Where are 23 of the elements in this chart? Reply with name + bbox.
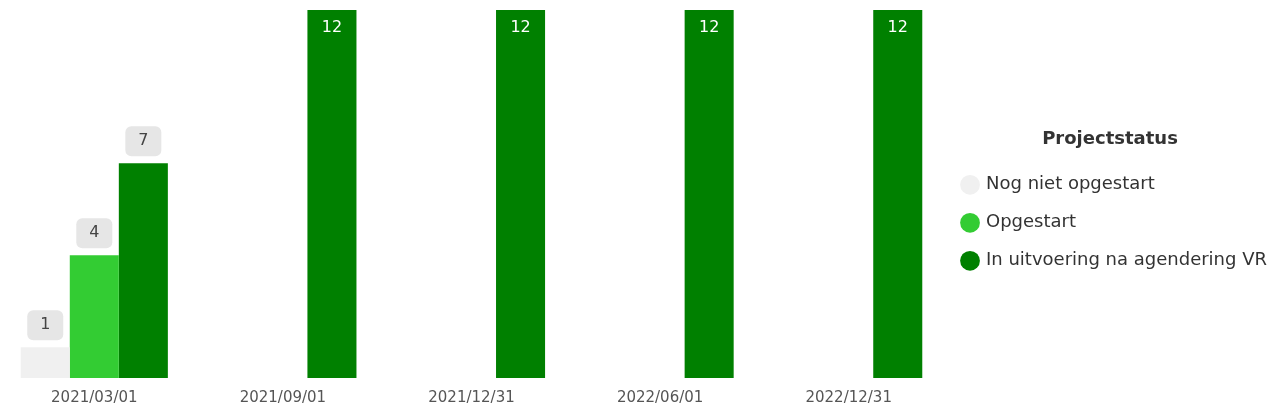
data-label: 1 — [40, 314, 51, 334]
x-tick-label: 2021/12/31 — [428, 387, 515, 406]
x-tick-label: 2022/06/01 — [616, 387, 704, 406]
x-tick-label: 2021/09/01 — [239, 387, 327, 406]
data-label: 4 — [89, 222, 100, 242]
bar — [307, 10, 357, 378]
legend-title: Projectstatus — [1042, 126, 1178, 148]
data-label: 12 — [510, 17, 531, 37]
bar — [118, 163, 168, 378]
x-tick-label: 2021/03/01 — [51, 387, 138, 406]
data-label: 12 — [321, 17, 343, 37]
bar — [69, 255, 119, 378]
legend-label: Opgestart — [986, 210, 1077, 232]
legend-label: Nog niet opgestart — [986, 172, 1155, 194]
legend-label: In uitvoering na agendering VR — [986, 248, 1268, 270]
x-tick-label: 2022/12/31 — [805, 387, 892, 406]
data-label: 12 — [698, 17, 720, 37]
bar — [684, 10, 734, 378]
bar — [496, 10, 546, 378]
data-label: 12 — [887, 17, 908, 37]
data-label: 7 — [138, 130, 149, 150]
bar — [873, 10, 923, 378]
bar — [20, 347, 70, 378]
